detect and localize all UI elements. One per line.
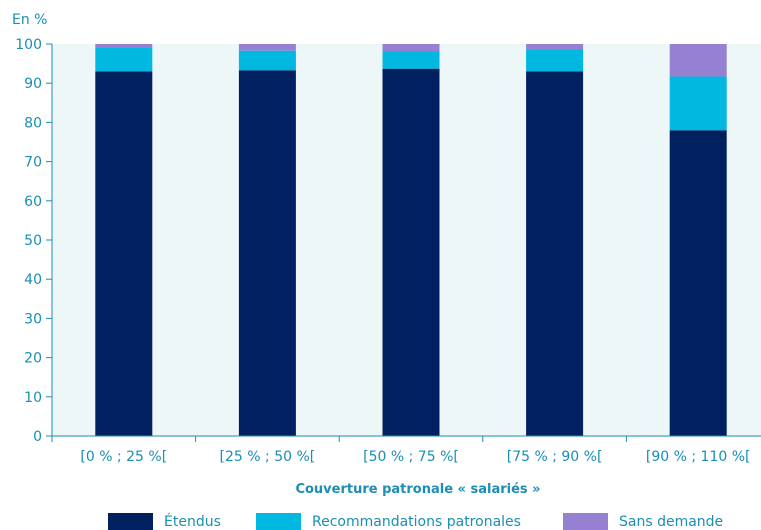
y-tick-label: 40 [24,272,42,288]
y-unit-label: En % [12,12,47,28]
legend-label: Recommandations patronales [312,514,521,530]
y-tick-label: 70 [24,155,42,171]
bar-segment [669,76,727,131]
y-tick-label: 30 [24,311,42,327]
bar-segment [238,70,296,436]
bar-segment [238,44,296,51]
x-axis: [0 % ; 25 %[ [25 % ; 50 %[ [50 % ; 75 %[ [7… [51,435,761,465]
bar-segment [669,130,727,437]
y-tick-label: 60 [24,194,42,210]
bar-segment [526,44,584,50]
x-category-label: [50 % ; 75 %[ [363,449,459,465]
bar-segment [382,68,440,437]
bar-segment [95,47,153,72]
y-tick-label: 50 [24,233,42,249]
bar-segment [382,44,440,52]
x-category-label: [90 % ; 110 %[ [646,449,751,465]
y-tick-label: 10 [24,390,42,406]
y-tick-label: 100 [15,37,42,53]
legend-swatch [563,513,608,530]
x-category-label: [25 % ; 50 %[ [220,449,316,465]
y-tick-label: 20 [24,351,42,367]
bar-segment [526,49,584,72]
legend-label: Étendus [164,513,221,530]
y-axis: 0 10 20 30 40 50 60 70 80 90 100 [15,37,53,445]
legend: Étendus Recommandations patronales Sans de… [108,513,723,530]
x-category-label: [0 % ; 25 %[ [80,449,167,465]
bar-segment [95,44,153,48]
x-axis-title: Couverture patronale « salariés » [295,482,540,497]
y-tick-label: 90 [24,76,42,92]
y-tick-label: 80 [24,115,42,131]
x-category-label: [75 % ; 90 %[ [507,449,603,465]
bar-segment [382,51,440,69]
legend-swatch [108,513,153,530]
bar-segment [669,44,727,77]
legend-swatch [256,513,301,530]
legend-label: Sans demande [619,514,723,530]
bar-segment [238,50,296,71]
y-tick-label: 0 [33,429,42,445]
bar-segment [95,71,153,436]
bar-segment [526,71,584,436]
bars-group [95,44,727,437]
